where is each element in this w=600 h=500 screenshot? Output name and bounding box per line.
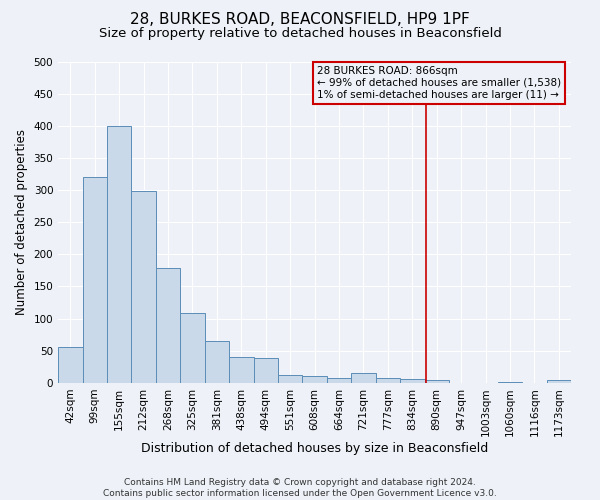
Bar <box>180 314 205 383</box>
Bar <box>547 380 571 383</box>
Bar <box>229 357 254 383</box>
Text: Size of property relative to detached houses in Beaconsfield: Size of property relative to detached ho… <box>98 28 502 40</box>
Bar <box>351 372 376 383</box>
X-axis label: Distribution of detached houses by size in Beaconsfield: Distribution of detached houses by size … <box>141 442 488 455</box>
Text: 28 BURKES ROAD: 866sqm
← 99% of detached houses are smaller (1,538)
1% of semi-d: 28 BURKES ROAD: 866sqm ← 99% of detached… <box>317 66 561 100</box>
Bar <box>107 126 131 383</box>
Text: Contains HM Land Registry data © Crown copyright and database right 2024.
Contai: Contains HM Land Registry data © Crown c… <box>103 478 497 498</box>
Bar <box>327 378 351 383</box>
Text: 28, BURKES ROAD, BEACONSFIELD, HP9 1PF: 28, BURKES ROAD, BEACONSFIELD, HP9 1PF <box>130 12 470 28</box>
Bar <box>400 379 425 383</box>
Bar <box>58 348 83 383</box>
Bar <box>205 341 229 383</box>
Bar <box>83 177 107 383</box>
Bar <box>254 358 278 383</box>
Bar <box>302 376 327 383</box>
Bar <box>376 378 400 383</box>
Bar <box>156 268 180 383</box>
Bar <box>425 380 449 383</box>
Bar <box>278 375 302 383</box>
Bar <box>498 382 522 383</box>
Y-axis label: Number of detached properties: Number of detached properties <box>15 129 28 315</box>
Bar <box>131 192 156 383</box>
